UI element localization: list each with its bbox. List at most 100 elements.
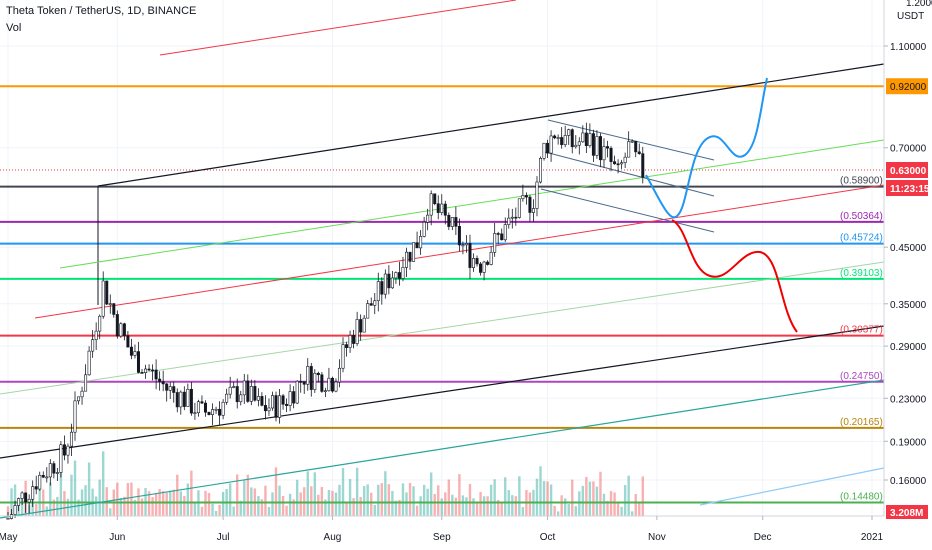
volume-bar [472, 498, 475, 516]
volume-bar [504, 477, 507, 516]
symbol-legend[interactable]: Theta Token / TetherUS, 1D, BINANCE [6, 5, 197, 17]
volume-bar [260, 499, 264, 516]
candle [214, 406, 218, 414]
volume-bar [306, 471, 309, 516]
volume-bar [133, 499, 137, 516]
volume-bar [493, 479, 496, 516]
volume-bar [119, 497, 123, 516]
trendline-red-mid[interactable] [34, 184, 885, 319]
volume-bar [461, 495, 465, 516]
candle [232, 381, 236, 389]
candle [27, 494, 31, 514]
candle [218, 401, 222, 426]
volume-bar [154, 492, 158, 516]
candle [115, 310, 119, 339]
candle [613, 155, 617, 165]
volume-bar [35, 504, 38, 516]
volume-bar [609, 491, 613, 516]
candle [433, 193, 437, 206]
volume-bar [380, 483, 384, 516]
volume-bar [232, 506, 235, 516]
candle [320, 371, 324, 393]
candle [334, 378, 338, 393]
volume-bar [207, 492, 211, 516]
candle [24, 492, 28, 513]
candle [292, 386, 296, 409]
channel-top[interactable] [547, 119, 715, 161]
candle [588, 123, 592, 148]
trendline-light-blue[interactable] [699, 467, 885, 506]
candle [436, 195, 440, 220]
channel-bottom[interactable] [540, 188, 715, 233]
candle [366, 300, 370, 319]
time-tick-label-1: Jun [109, 532, 125, 543]
volume-bar [500, 502, 503, 516]
trendline-light-green[interactable] [0, 261, 885, 395]
candle [239, 390, 243, 406]
candle [144, 364, 148, 379]
price-candles [6, 122, 645, 520]
axis-badges: 0.92000 (0.58900) (0.50364) (0.45724) (0.391… [840, 78, 930, 519]
trendline-red-top[interactable] [159, 0, 517, 56]
volume-bar [20, 495, 24, 516]
volume-bar [479, 491, 482, 516]
bullish-projection-path[interactable] [645, 77, 768, 219]
candle [59, 441, 63, 478]
level-label-2: (0.50364) [840, 211, 883, 222]
candle [429, 190, 433, 226]
candle [66, 443, 70, 464]
candle [373, 292, 377, 315]
volume-bar [373, 504, 376, 516]
candle [595, 130, 599, 159]
candle [151, 364, 155, 381]
level-badge-0 [886, 78, 928, 95]
volume-bar [444, 492, 447, 516]
candle [496, 231, 500, 245]
candle [246, 374, 250, 403]
time-axis[interactable]: May Jun Jul Aug Sep Oct Nov Dec 2021 [0, 515, 884, 543]
candle [69, 423, 73, 457]
volume-bar [588, 481, 592, 516]
bearish-projection-path[interactable] [671, 219, 798, 333]
candle [136, 341, 140, 374]
trendline-black-lower[interactable] [0, 325, 885, 459]
channel-mid[interactable] [544, 151, 715, 197]
candle [634, 140, 638, 158]
candle [17, 497, 21, 512]
price-axis[interactable]: 1.20000 USDT 1.10000 0.70000 0.45000 0.3500… [883, 0, 932, 516]
volume-bar [595, 486, 599, 516]
volume-bar [496, 499, 500, 516]
volume-bar [126, 482, 130, 516]
trendline-black-upper[interactable] [97, 63, 885, 187]
candle [341, 337, 345, 373]
volume-bar [574, 506, 577, 516]
volume-bar [377, 484, 380, 516]
candle [546, 139, 550, 158]
volume-bar [475, 502, 479, 516]
candle [108, 294, 112, 314]
volume-bar [165, 492, 168, 516]
candle [419, 230, 423, 255]
candle [94, 322, 98, 350]
candle [464, 235, 468, 253]
trendline-teal[interactable] [0, 379, 885, 519]
volume-bar [613, 492, 616, 516]
candle [87, 346, 91, 376]
price-axis-clipped-tick: 1.20000 [906, 0, 932, 9]
candle [105, 280, 109, 306]
volume-bar [549, 484, 553, 516]
trendline-green[interactable] [59, 139, 885, 269]
candle [260, 392, 264, 407]
candle [285, 398, 289, 413]
volume-bar [292, 499, 295, 516]
volume-legend[interactable]: Vol [6, 22, 22, 34]
volume-bar [560, 495, 563, 516]
candle [316, 371, 320, 383]
candle [584, 122, 588, 153]
candle [500, 228, 504, 241]
candle [80, 386, 84, 405]
candle [48, 459, 52, 486]
candle [129, 338, 133, 360]
